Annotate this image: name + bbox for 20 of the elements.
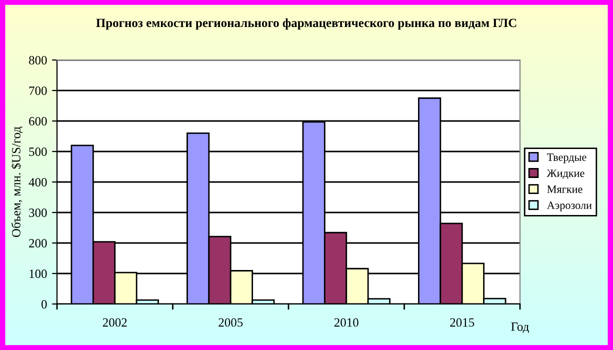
- y-tick-label: 0: [42, 300, 47, 308]
- legend-label: Мягкие: [547, 186, 582, 193]
- legend-label: Аэрозоли: [546, 202, 592, 212]
- chart-title: Прогноз емкости регионального фармацевтического рынка по видам ГЛС: [96, 18, 516, 30]
- x-axis-title: Год: [511, 322, 529, 334]
- x-tick-label: 2010: [334, 318, 358, 327]
- y-tick-label: 800: [29, 56, 47, 64]
- x-tick-label: 2005: [218, 318, 243, 327]
- x-tick-label: 2002: [102, 318, 127, 327]
- y-tick-label: 200: [29, 239, 47, 248]
- legend-label: Твердые: [547, 154, 586, 164]
- legend-label: Жидкие: [546, 170, 584, 180]
- y-tick-label: 600: [29, 117, 47, 126]
- y-tick-label: 100: [30, 270, 47, 278]
- y-tick-label: 400: [28, 178, 47, 186]
- y-axis-title: Объем, млн. $US/год: [11, 126, 23, 238]
- x-tick-label: 2015: [450, 318, 474, 327]
- y-tick-label: 700: [29, 86, 47, 95]
- y-tick-label: 500: [29, 148, 47, 156]
- y-tick-label: 300: [29, 208, 47, 217]
